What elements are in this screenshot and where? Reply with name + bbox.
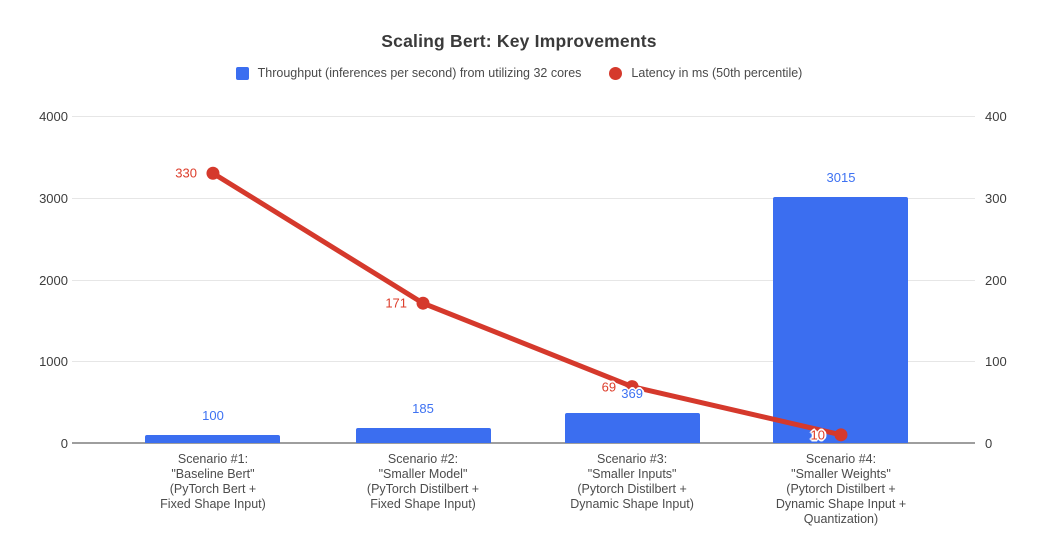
- right-axis-tick: 0: [985, 436, 993, 451]
- bar-scenario-2[interactable]: [355, 427, 491, 443]
- line-value-label: 171: [385, 295, 408, 311]
- legend-item-latency: Latency in ms (50th percentile): [609, 66, 802, 80]
- gridline: [72, 197, 975, 199]
- line-value-label: 330: [175, 165, 197, 181]
- category-label-scenario-2: Scenario #2: "Smaller Model" (PyTorch Di…: [366, 452, 480, 511]
- latency-line: [211, 171, 842, 438]
- bar-scenario-3[interactable]: [564, 412, 700, 443]
- right-axis-tick: 300: [985, 190, 1007, 206]
- right-axis-tick: 100: [985, 354, 1007, 370]
- line-point-scenario-1[interactable]: [206, 166, 220, 180]
- right-axis-tick: 200: [985, 272, 1007, 288]
- chart-title: Scaling Bert: Key Improvements: [381, 31, 657, 51]
- left-axis-tick: 2000: [39, 272, 68, 288]
- left-axis-tick: 1000: [39, 354, 68, 370]
- bar-value-label: 369: [621, 385, 643, 401]
- category-label-scenario-4: Scenario #4: "Smaller Weights" (Pytorch …: [775, 452, 907, 526]
- left-axis-tick: 0: [60, 436, 68, 451]
- category-label-scenario-3: Scenario #3: "Smaller Inputs" (Pytorch D…: [570, 452, 694, 511]
- line-point-scenario-4[interactable]: [834, 428, 848, 442]
- bar-value-label: 185: [412, 400, 434, 416]
- bar-series-swatch-icon: [235, 66, 249, 80]
- bar-scenario-1[interactable]: [145, 434, 281, 443]
- right-axis-tick: 400: [985, 109, 1007, 124]
- latency-line-series: [206, 166, 848, 442]
- left-axis-tick: 3000: [39, 190, 68, 206]
- gridline: [72, 116, 975, 117]
- bar-scenario-4[interactable]: [773, 196, 909, 443]
- line-point-scenario-3[interactable]: [625, 380, 639, 394]
- right-axis: 400 300 200 100 0: [985, 110, 1035, 450]
- bar-value-label: 100: [202, 407, 224, 423]
- gridline: [72, 279, 975, 281]
- gridline: [72, 361, 975, 363]
- category-label-scenario-1: Scenario #1: "Baseline Bert" (PyTorch Be…: [160, 452, 266, 511]
- left-axis-tick: 4000: [39, 109, 68, 124]
- x-axis-baseline: [72, 442, 975, 444]
- legend: Throughput (inferences per second) from …: [0, 66, 1038, 80]
- line-point-scenario-2[interactable]: [416, 296, 430, 310]
- line-series-swatch-icon: [609, 66, 623, 80]
- legend-label-latency: Latency in ms (50th percentile): [631, 66, 803, 80]
- line-value-label: 69: [601, 379, 617, 395]
- line-value-label: 10: [810, 427, 825, 443]
- legend-label-throughput: Throughput (inferences per second) from …: [257, 66, 582, 80]
- plot-area: 100 185 369 3015 330 171 69 10: [72, 116, 975, 444]
- legend-item-throughput: Throughput (inferences per second) from …: [235, 66, 582, 80]
- bar-value-label: 3015: [826, 169, 856, 185]
- left-axis: 4000 3000 2000 1000 0: [0, 110, 68, 450]
